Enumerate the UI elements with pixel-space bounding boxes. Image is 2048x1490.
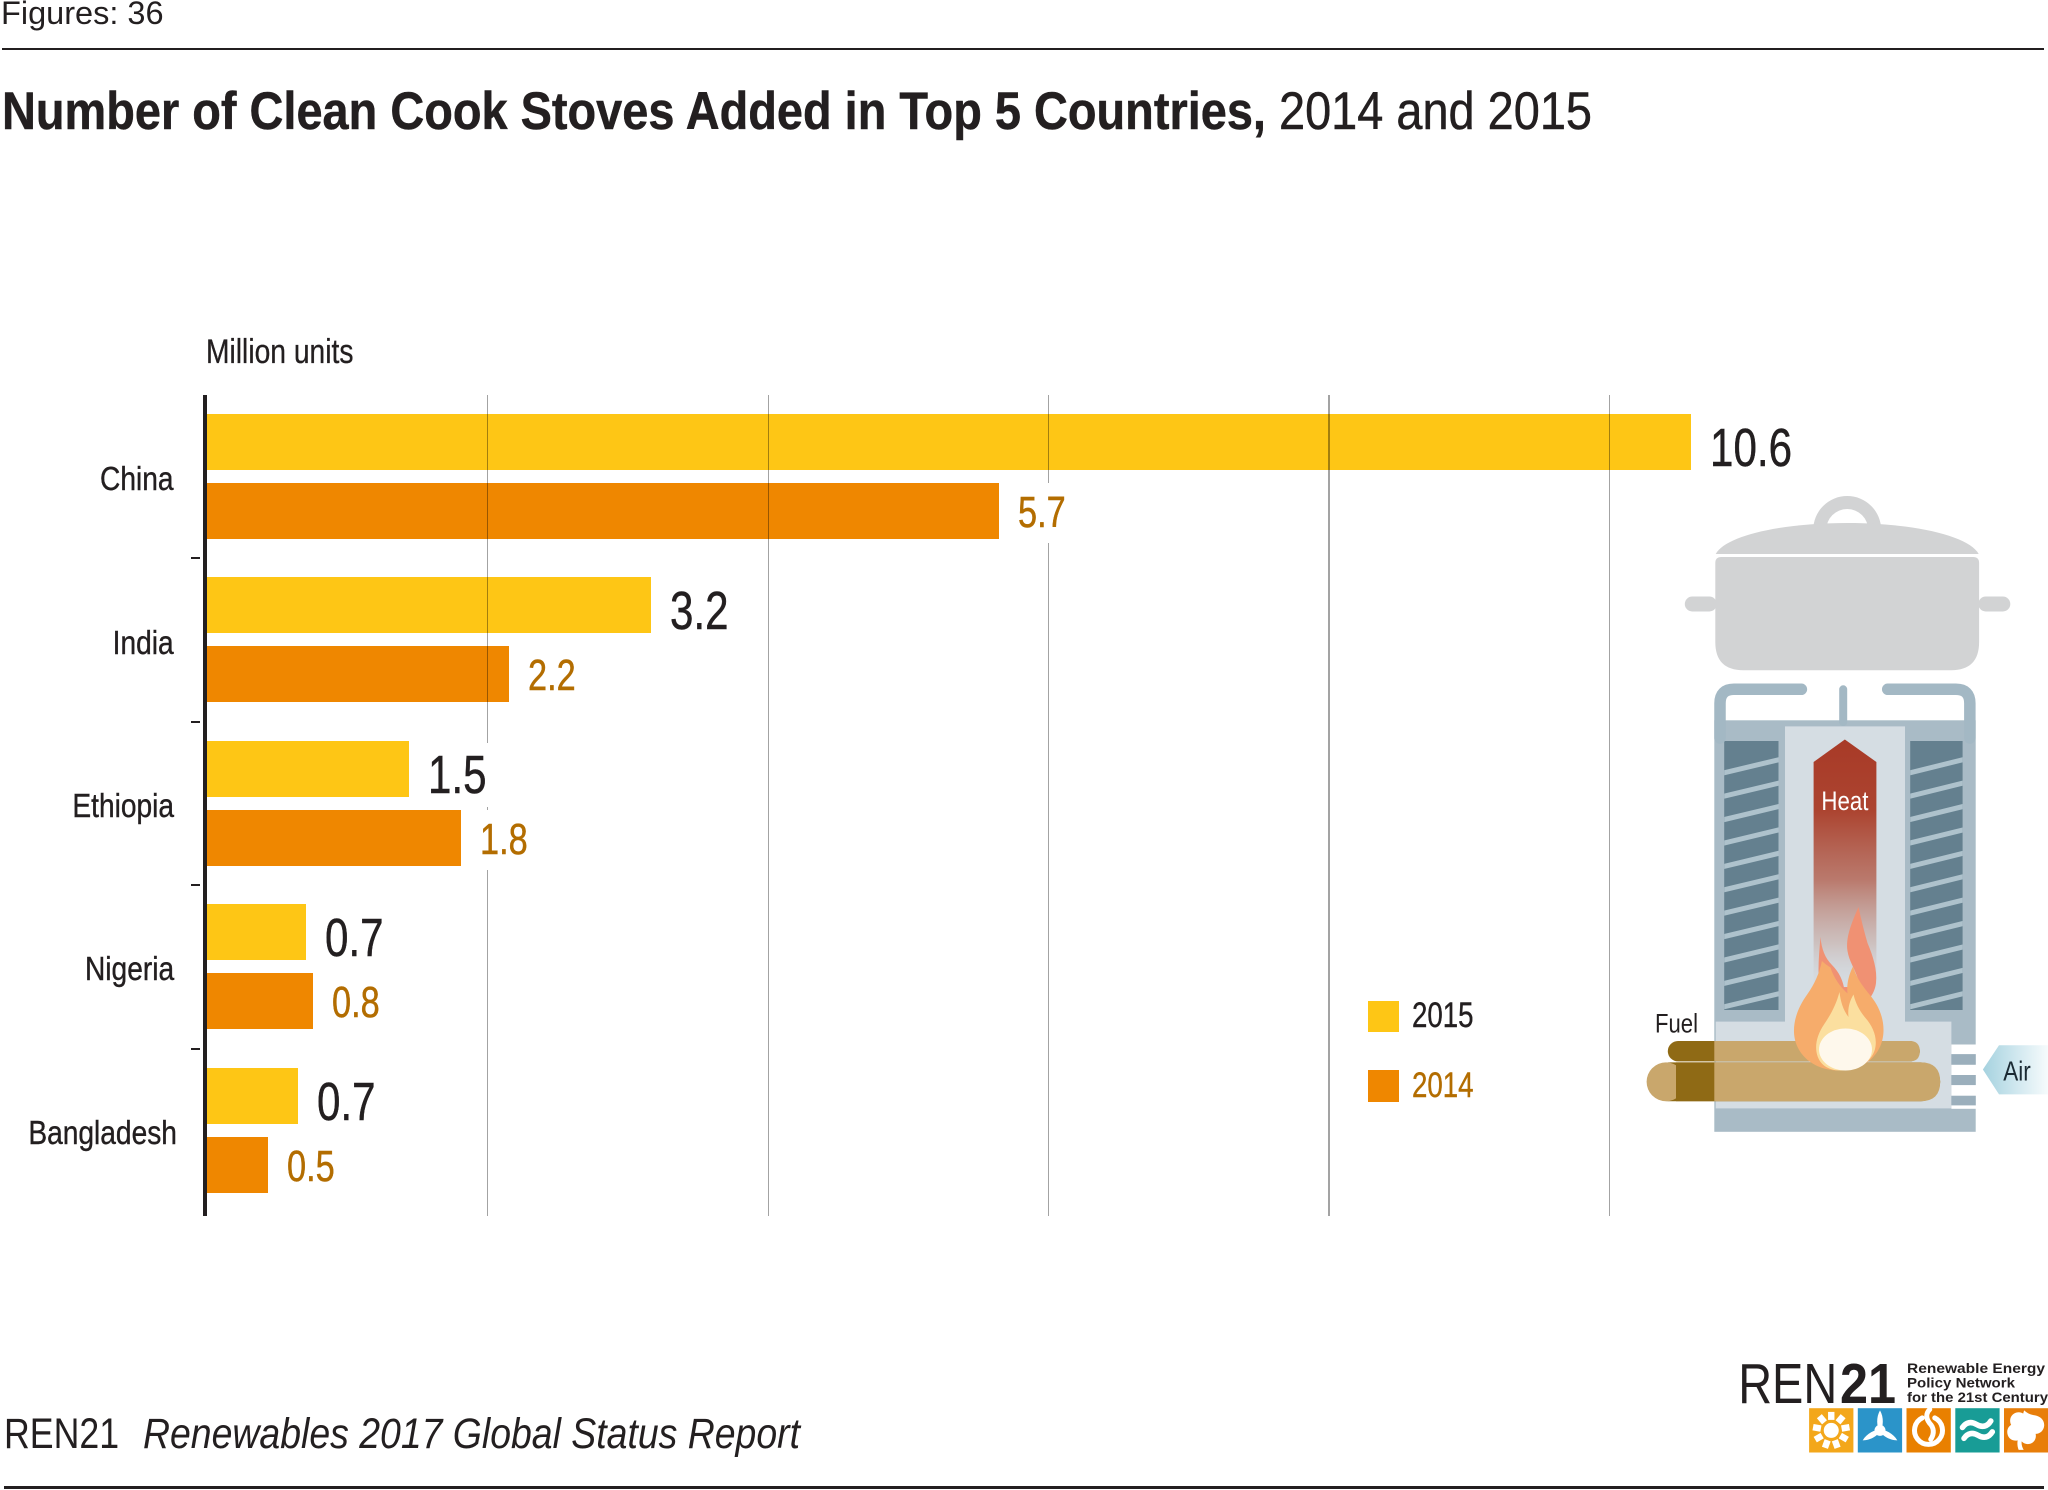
svg-text:REN: REN	[1738, 1352, 1837, 1416]
svg-text:Heat: Heat	[1821, 786, 1868, 816]
svg-text:Policy Network: Policy Network	[1907, 1376, 2015, 1391]
svg-text:21: 21	[1840, 1352, 1896, 1416]
svg-text:Fuel: Fuel	[1655, 1008, 1698, 1038]
svg-text:Renewable Energy: Renewable Energy	[1907, 1361, 2045, 1376]
svg-text:for the 21st Century: for the 21st Century	[1907, 1390, 2048, 1405]
svg-text:Air: Air	[2003, 1055, 2031, 1086]
